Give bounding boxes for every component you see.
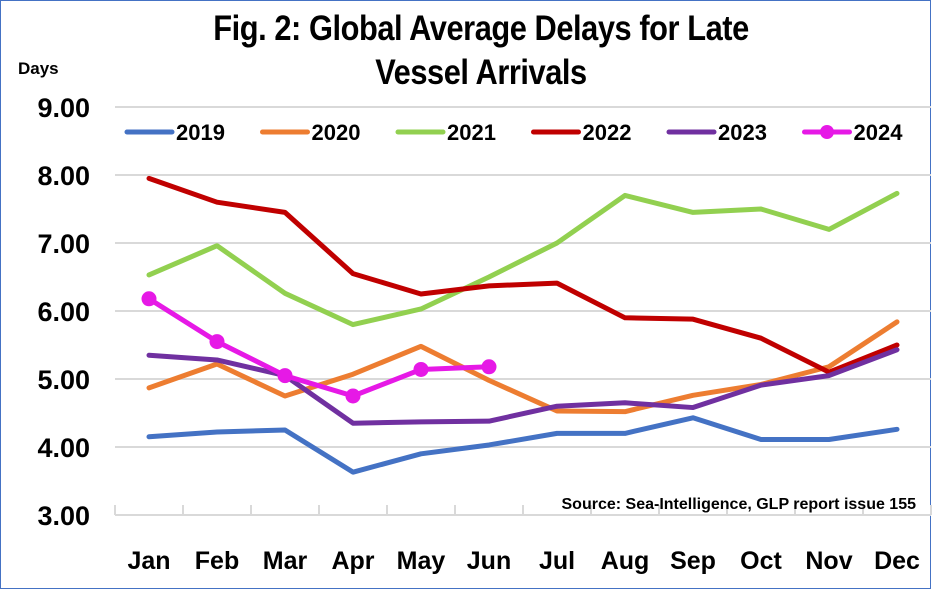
series-lines [141, 175, 900, 475]
x-tick-label: Dec [874, 547, 920, 575]
x-tick-label: Apr [331, 547, 374, 575]
series-2022 [146, 175, 900, 375]
x-tick-label: May [397, 547, 446, 575]
y-axis-label: Days [18, 59, 59, 78]
series-line [146, 319, 900, 415]
x-tick-labels: Jan Feb Mar Apr May Jun Jul Aug Sep Oct Nov Dec [127, 547, 920, 575]
legend-label: 2024 [854, 120, 904, 145]
data-point [481, 359, 497, 375]
chart-title-line-1: Fig. 2: Global Average Delays for Late [213, 9, 749, 48]
legend-label: 2019 [176, 120, 225, 145]
data-point [209, 334, 225, 350]
x-tick-label: Nov [805, 547, 852, 575]
series-line [146, 175, 900, 375]
legend: 2019 2020 2021 2022 2023 2024 [124, 120, 904, 145]
y-tick-label: 6.00 [37, 297, 90, 327]
y-tick-label: 4.00 [37, 433, 90, 463]
y-tick-labels: 3.00 4.00 5.00 6.00 7.00 8.00 9.00 [37, 93, 90, 531]
data-point [141, 291, 157, 307]
legend-item-2021: 2021 [395, 120, 496, 145]
x-tick-label: Aug [601, 547, 650, 575]
data-point [413, 361, 429, 377]
series-2019 [146, 415, 900, 475]
legend-item-2020: 2020 [260, 120, 361, 145]
x-tick-label: Sep [670, 547, 716, 575]
x-tick-label: Mar [263, 547, 308, 575]
source-annotation: Source: Sea-Intelligence, GLP report iss… [562, 496, 917, 513]
series-2024 [141, 291, 497, 404]
legend-marker [820, 125, 834, 139]
y-tick-label: 7.00 [37, 229, 90, 259]
x-tick-label: Jun [467, 547, 511, 575]
y-tick-label: 3.00 [37, 501, 90, 531]
x-tick-label: Oct [740, 547, 782, 575]
data-point [345, 388, 361, 404]
series-line [146, 296, 492, 399]
series-2021 [146, 190, 900, 328]
legend-item-2022: 2022 [531, 120, 632, 145]
data-point [277, 368, 293, 384]
legend-item-2024: 2024 [802, 120, 904, 145]
series-line [146, 347, 900, 426]
y-tick-label: 5.00 [37, 365, 90, 395]
chart-title-line-2: Vessel Arrivals [375, 53, 587, 92]
y-tick-label: 9.00 [37, 93, 90, 123]
series-line [146, 190, 900, 328]
x-tick-label: Feb [195, 547, 239, 575]
legend-label: 2022 [583, 120, 632, 145]
chart-title: Fig. 2: Global Average Delays for Late Ve… [164, 7, 798, 95]
series-line [146, 415, 900, 475]
x-axis [114, 505, 932, 516]
x-tick-label: Jan [127, 547, 170, 575]
legend-label: 2021 [447, 120, 496, 145]
series-2023 [146, 347, 900, 426]
y-tick-label: 8.00 [37, 161, 90, 191]
legend-label: 2020 [312, 120, 361, 145]
series-2020 [146, 319, 900, 415]
legend-item-2019: 2019 [124, 120, 225, 145]
x-tick-label: Jul [539, 547, 575, 575]
legend-label: 2023 [718, 120, 767, 145]
legend-item-2023: 2023 [666, 120, 767, 145]
